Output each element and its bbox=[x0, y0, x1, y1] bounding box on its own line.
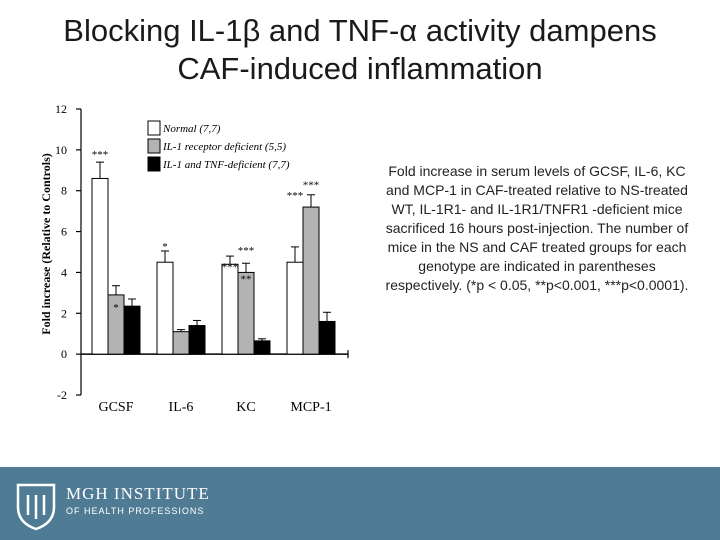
y-axis-label: Fold increase (Relative to Controls) bbox=[39, 153, 53, 335]
x-category-label: IL-6 bbox=[169, 400, 194, 415]
bar bbox=[188, 325, 206, 355]
y-tick-label: -2 bbox=[57, 388, 67, 402]
significance-label: ** bbox=[241, 274, 252, 286]
bar bbox=[302, 206, 320, 355]
significance-label: *** bbox=[287, 190, 304, 202]
bar bbox=[123, 305, 141, 355]
y-tick-label: 0 bbox=[61, 347, 67, 361]
significance-label: * bbox=[162, 241, 168, 253]
mgh-logo-icon bbox=[16, 483, 56, 531]
bar bbox=[286, 261, 304, 355]
legend-label: IL-1 receptor deficient (5,5) bbox=[162, 141, 286, 153]
bar bbox=[156, 261, 174, 355]
bar bbox=[253, 340, 271, 355]
slide-title: Blocking IL-1β and TNF-α activity dampen… bbox=[0, 12, 720, 88]
legend-swatch bbox=[147, 156, 161, 172]
x-category-label: MCP-1 bbox=[290, 400, 331, 415]
y-tick-label: 10 bbox=[55, 143, 67, 157]
significance-label: *** bbox=[303, 180, 320, 192]
slide-title-line1: Blocking IL-1β and TNF-α activity dampen… bbox=[63, 13, 657, 48]
x-category-label: GCSF bbox=[98, 400, 133, 415]
logo-line1: MGH INSTITUTE bbox=[66, 484, 210, 503]
legend-label: IL-1 and TNF-deficient (7,7) bbox=[162, 159, 290, 171]
y-tick-label: 2 bbox=[61, 306, 67, 320]
y-tick-label: 8 bbox=[61, 184, 67, 198]
x-category-label: KC bbox=[236, 400, 255, 415]
footer-banner bbox=[0, 467, 720, 540]
significance-label: *** bbox=[92, 149, 109, 161]
legend-label: Normal (7,7) bbox=[162, 123, 221, 135]
legend-swatch bbox=[147, 120, 161, 136]
bar bbox=[318, 320, 336, 355]
footer-shape bbox=[0, 467, 720, 540]
y-tick-label: 6 bbox=[61, 225, 67, 239]
bar bbox=[221, 263, 239, 355]
bar bbox=[172, 331, 190, 355]
significance-label: *** bbox=[222, 261, 239, 273]
significance-label: *** bbox=[238, 245, 255, 257]
figure-caption: Fold increase in serum levels of GCSF, I… bbox=[385, 163, 689, 293]
y-tick-label: 12 bbox=[55, 102, 67, 116]
bar bbox=[91, 177, 109, 355]
slide-title-line2: CAF-induced inflammation bbox=[177, 51, 543, 86]
logo-line2: OF HEALTH PROFESSIONS bbox=[66, 506, 205, 516]
significance-label: * bbox=[113, 302, 119, 314]
y-tick-label: 4 bbox=[61, 265, 67, 279]
legend-swatch bbox=[147, 138, 161, 154]
